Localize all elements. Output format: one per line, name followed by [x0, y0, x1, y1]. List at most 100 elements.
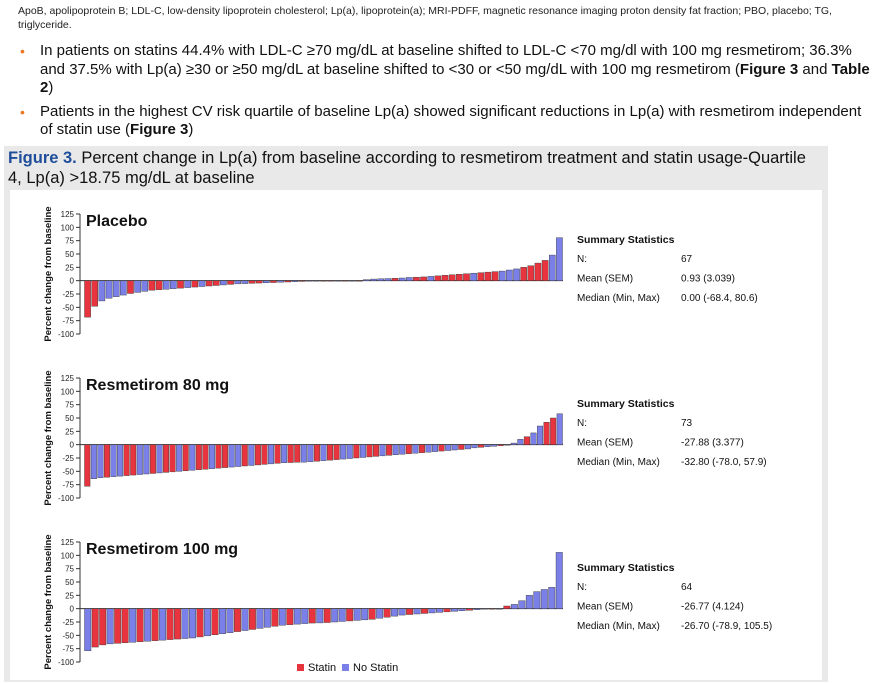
- bar: [320, 280, 327, 282]
- bar: [189, 608, 196, 639]
- summary-label: Mean (SEM): [577, 274, 633, 285]
- bar: [169, 444, 176, 473]
- bar: [504, 444, 511, 446]
- bar: [406, 277, 413, 281]
- summary-value: -32.80 (-78.0, 57.9): [681, 457, 767, 468]
- bar: [346, 444, 353, 459]
- bar: [191, 280, 199, 288]
- bar: [143, 444, 150, 475]
- panel-title: Placebo: [86, 213, 148, 230]
- y-tick-label: 50: [65, 578, 74, 587]
- bar: [261, 444, 268, 465]
- y-tick-label: -75: [62, 645, 74, 654]
- y-tick-label: 0: [70, 277, 75, 286]
- bar: [338, 608, 346, 622]
- y-tick-label: 0: [70, 441, 75, 450]
- bar: [456, 274, 463, 281]
- figure-panel: Figure 3. Percent change in Lp(a) from b…: [4, 146, 828, 682]
- bar: [484, 271, 492, 281]
- bar: [421, 608, 428, 614]
- bar: [348, 280, 356, 282]
- bar: [386, 444, 393, 456]
- bar: [471, 444, 478, 449]
- y-tick-label: 100: [61, 387, 75, 396]
- bar: [491, 271, 499, 281]
- y-axis-label: Percent change from baseline: [43, 534, 54, 669]
- summary-label: Median (Min, Max): [577, 621, 660, 632]
- bar: [227, 280, 234, 285]
- bar: [106, 608, 114, 645]
- bar: [263, 280, 270, 284]
- bar: [517, 439, 524, 445]
- y-tick-label: 75: [65, 565, 74, 574]
- bar: [413, 277, 420, 281]
- bar: [480, 608, 488, 610]
- y-tick-label: 125: [61, 210, 75, 219]
- bar: [530, 432, 537, 445]
- bar: [392, 444, 399, 456]
- y-tick-label: -100: [58, 494, 75, 503]
- bullet-list: • In patients on statins 44.4% with LDL-…: [18, 42, 874, 145]
- y-tick-label: -50: [62, 631, 74, 640]
- bar: [405, 444, 412, 454]
- bar: [497, 444, 504, 446]
- bar: [228, 444, 235, 468]
- bar: [268, 444, 274, 465]
- bar: [428, 608, 436, 614]
- bar: [148, 280, 156, 291]
- bar: [327, 280, 334, 282]
- panel-title: Resmetirom 80 mg: [86, 377, 229, 394]
- summary-label: Mean (SEM): [577, 438, 633, 449]
- bar: [174, 608, 181, 640]
- bar: [301, 608, 309, 624]
- bar: [120, 280, 127, 296]
- bar: [208, 444, 215, 469]
- bullet-dot-icon: •: [20, 43, 25, 59]
- bar: [425, 444, 432, 453]
- bar: [234, 280, 241, 285]
- bar: [441, 275, 449, 281]
- bar: [331, 608, 339, 623]
- bar: [156, 444, 163, 474]
- y-tick-label: -100: [58, 658, 75, 667]
- bar: [91, 608, 99, 648]
- bar: [406, 608, 414, 615]
- bar: [373, 444, 379, 457]
- bar: [478, 444, 484, 448]
- bar: [432, 444, 439, 452]
- bar: [412, 444, 419, 454]
- bar: [495, 608, 503, 610]
- bar: [241, 444, 248, 467]
- bar: [215, 444, 222, 469]
- bar: [391, 608, 399, 617]
- bar: [434, 275, 442, 281]
- bar: [177, 280, 184, 289]
- bar: [323, 608, 331, 623]
- bar: [418, 444, 425, 453]
- y-tick-label: -25: [62, 618, 74, 627]
- summary-label: Median (Min, Max): [577, 293, 660, 304]
- chart-panel-1: Percent change from baseline 125 100 75 50 25…: [43, 206, 758, 341]
- bar: [498, 270, 506, 281]
- bar: [420, 276, 427, 281]
- summary-value: 73: [681, 418, 693, 429]
- bar: [458, 608, 466, 611]
- bar: [84, 608, 92, 651]
- bar: [307, 444, 314, 462]
- bar: [359, 444, 366, 458]
- bar: [248, 608, 256, 630]
- bar: [368, 608, 376, 620]
- bar: [473, 608, 481, 610]
- bar: [134, 280, 141, 293]
- bar: [211, 608, 219, 635]
- bar: [340, 444, 347, 460]
- panel-title: Resmetirom 100 mg: [86, 541, 238, 558]
- bar: [470, 273, 477, 281]
- bar: [510, 604, 518, 609]
- bar: [291, 280, 299, 282]
- bar: [366, 444, 373, 458]
- bar: [84, 280, 91, 318]
- bar: [277, 280, 284, 283]
- y-tick-label: -50: [62, 467, 74, 476]
- bar: [103, 444, 110, 478]
